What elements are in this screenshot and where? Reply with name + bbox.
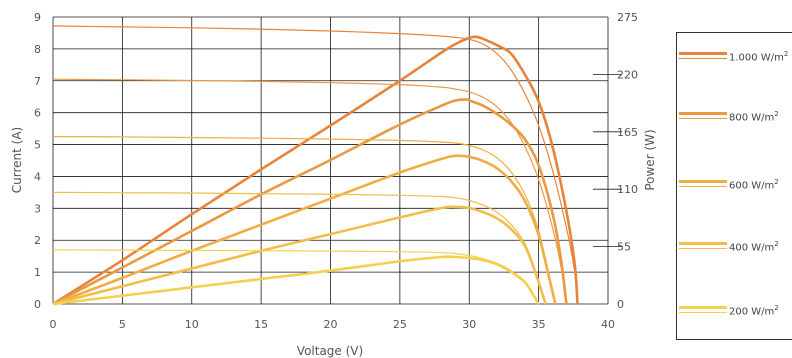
x-tick-label: 5 — [119, 318, 126, 331]
y-right-tick-label: 275 — [617, 11, 638, 24]
power-curve-200 — [52, 255, 540, 306]
legend-label-text: 800 W/m — [729, 112, 775, 124]
x-tick-label: 10 — [185, 318, 199, 331]
x-tick-label: 15 — [254, 318, 268, 331]
legend-label: 1.000 W/m2 — [729, 50, 788, 63]
y-left-tick-label: 2 — [34, 234, 41, 247]
current-curve-600 — [52, 136, 556, 305]
legend-label-unit-exponent: 2 — [774, 304, 779, 313]
x-tick-label: 25 — [393, 318, 407, 331]
legend-label-unit-exponent: 2 — [774, 240, 779, 249]
grid — [52, 16, 609, 305]
power-curve-800 — [52, 98, 568, 306]
power-curve-600 — [52, 154, 557, 306]
legend-swatch — [679, 242, 727, 252]
y-left-tick-label: 7 — [34, 75, 41, 88]
legend-label: 600 W/m2 — [729, 178, 779, 191]
y-left-tick-label: 0 — [34, 298, 41, 311]
legend-label-unit-exponent: 2 — [783, 50, 789, 59]
ticks: 0 5 10 15 20 25 30 35 40012345678905511016522027… — [34, 11, 638, 331]
legend-item-400: 400 W/m2 — [679, 239, 779, 255]
legend-swatch — [679, 306, 727, 316]
x-axis-title: Voltage (V) — [297, 344, 363, 358]
y-right-tick-label: 55 — [617, 241, 631, 254]
y-left-tick-label: 3 — [34, 202, 41, 215]
y-right-axis-title: Power (W) — [643, 129, 657, 190]
legend-label-text: 600 W/m — [729, 180, 775, 192]
power-curve-400 — [52, 205, 547, 306]
y-left-tick-label: 1 — [34, 266, 41, 279]
legend-item-200: 200 W/m2 — [679, 303, 779, 319]
current-curve-400 — [52, 191, 547, 305]
y-left-tick-label: 5 — [34, 139, 41, 152]
x-tick-label: 30 — [462, 318, 476, 331]
current-curve-1000 — [52, 25, 579, 305]
y-right-tick-label: 110 — [617, 183, 638, 196]
legend-item-1000: 1.000 W/m2 — [679, 49, 788, 65]
legend-label-text: 400 W/m — [729, 242, 775, 254]
legend-label: 400 W/m2 — [729, 240, 779, 253]
y-left-tick-label: 8 — [34, 43, 41, 56]
legend-swatch — [679, 112, 727, 122]
x-tick-label: 20 — [324, 318, 338, 331]
legend-label-unit-exponent: 2 — [774, 178, 779, 187]
legend-swatch — [679, 180, 727, 190]
y-left-axis-title: Current (A) — [10, 127, 24, 193]
legend-swatch — [679, 52, 727, 62]
x-tick-label: 0 — [50, 318, 57, 331]
legend-item-800: 800 W/m2 — [679, 109, 779, 125]
x-tick-label: 35 — [532, 318, 546, 331]
legend-label-text: 200 W/m — [729, 306, 775, 318]
curves — [52, 25, 579, 306]
y-right-tick-label: 0 — [617, 298, 624, 311]
legend: 1.000 W/m2 800 W/m2 600 W/m2 400 W/m2 200 W/… — [676, 32, 792, 340]
y-left-tick-label: 6 — [34, 107, 41, 120]
x-tick-label: 40 — [601, 318, 615, 331]
legend-label-text: 1.000 W/m — [729, 52, 784, 64]
y-right-tick-label: 165 — [617, 126, 638, 139]
y-left-tick-label: 4 — [34, 170, 41, 183]
y-right-tick-label: 220 — [617, 68, 638, 81]
legend-label-unit-exponent: 2 — [774, 110, 779, 119]
y-left-tick-label: 9 — [34, 11, 41, 24]
current-curve-800 — [52, 78, 567, 305]
legend-label: 200 W/m2 — [729, 304, 779, 317]
legend-label: 800 W/m2 — [729, 110, 779, 123]
legend-item-600: 600 W/m2 — [679, 177, 779, 193]
power-curve-1000 — [52, 35, 579, 306]
